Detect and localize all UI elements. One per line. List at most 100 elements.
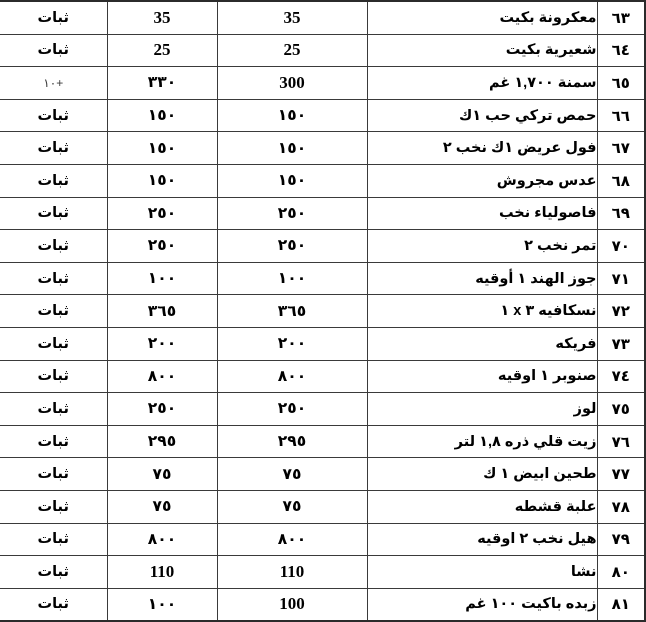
status-note-cell: ثبات [0,33,108,68]
status-note-cell: ثبات [0,196,108,231]
previous-price-cell: ٣٦٥ [106,294,218,328]
row-index-cell: ٦٥ [596,66,646,100]
item-name-cell: فريكه [366,326,598,361]
item-name-cell: نشا [366,555,598,589]
previous-price-value: ١٥٠ [147,139,177,157]
status-note-cell: ثبات [0,424,108,459]
previous-price-cell: ١٥٠ [106,98,218,133]
current-price-cell: 35 [216,0,368,35]
current-price-cell: ٨٠٠ [216,359,368,394]
item-name-cell: شعيرية بكيت [366,33,598,68]
table-row: ٧٣ فريكه ٢٠٠ ٢٠٠ ثبات [0,326,646,361]
previous-price-cell: ٢٥٠ [106,196,218,231]
table-row: ٧٩ هيل نخب ٢ اوقيه ٨٠٠ ٨٠٠ ثبات [0,522,646,557]
current-price-cell: 100 [216,587,368,622]
current-price-cell: ٢٠٠ [216,326,368,361]
table-row: ٨١ زبده باكيت ١٠٠ غم 100 ١٠٠ ثبات [0,587,646,622]
previous-price-cell: ٢٥٠ [106,392,218,426]
current-price-cell: ١٥٠ [216,131,368,165]
previous-price-cell: ٢٩٥ [106,424,218,459]
previous-price-cell: ٣٣٠ [106,66,218,100]
status-note-cell: ثبات [0,0,108,35]
table-row: ٧٠ تمر نخب ٢ ٢٥٠ ٢٥٠ ثبات [0,229,646,263]
table-row: ٧٨ علبة قشطه ٧٥ ٧٥ ثبات [0,489,646,524]
previous-price-value: ١٥٠ [147,172,177,190]
previous-price-cell: ٧٥ [106,457,218,491]
row-index-cell: ٧٠ [596,229,646,263]
previous-price-value: ٨٠٠ [147,367,177,385]
current-price-cell: ٢٥٠ [216,196,368,231]
previous-price-value: 35 [153,7,171,27]
status-note-cell: ثبات [0,522,108,557]
current-price-value: 25 [283,40,301,60]
table-row: ٦٤ شعيرية بكيت 25 25 ثبات [0,33,646,68]
current-price-cell: ٢٥٠ [216,229,368,263]
current-price-cell: ٣٦٥ [216,294,368,328]
current-price-cell: 25 [216,33,368,68]
item-name-cell: فول عريض ١ك نخب ٢ [366,131,598,165]
item-name-cell: سمنة ١,٧٠٠ غم [366,66,598,100]
price-change-note-cell: +١٠ [0,66,108,100]
table-row: ٨٠ نشا 110 110 ثبات [0,555,646,589]
table-row: ٦٩ فاصولياء نخب ٢٥٠ ٢٥٠ ثبات [0,196,646,231]
current-price-cell: ٧٥ [216,457,368,491]
status-note-cell: ثبات [0,294,108,328]
status-note-cell: ثبات [0,457,108,491]
current-price-cell: ٢٥٠ [216,392,368,426]
table-row: ٧٧ طحين ابيض ١ ك ٧٥ ٧٥ ثبات [0,457,646,491]
status-note-cell: ثبات [0,229,108,263]
current-price-value: ٢٠٠ [277,335,307,353]
status-note-cell: ثبات [0,163,108,198]
row-index-cell: ٧٨ [596,489,646,524]
item-name-cell: زبده باكيت ١٠٠ غم [366,587,598,622]
item-name-cell: حمص تركي حب ١ك [366,98,598,133]
current-price-value: 300 [279,72,305,92]
previous-price-cell: ١٠٠ [106,587,218,622]
previous-price-value: 25 [153,40,171,60]
previous-price-value: ٢٩٥ [147,433,177,451]
row-index-cell: ٦٨ [596,163,646,198]
current-price-value: ٢٩٥ [277,433,307,451]
current-price-value: ١٥٠ [277,107,307,125]
row-index-cell: ٧٧ [596,457,646,491]
row-index-cell: ٨١ [596,587,646,622]
current-price-value: ٨٠٠ [277,367,307,385]
table-row: ٦٨ عدس مجروش ١٥٠ ١٥٠ ثبات [0,163,646,198]
previous-price-cell: ٢٠٠ [106,326,218,361]
previous-price-cell: ٨٠٠ [106,359,218,394]
status-note-cell: ثبات [0,587,108,622]
previous-price-cell: 35 [106,0,218,35]
previous-price-value: ٣٦٥ [147,302,177,320]
current-price-cell: 110 [216,555,368,589]
current-price-value: ٢٥٠ [277,204,307,222]
current-price-cell: ٨٠٠ [216,522,368,557]
previous-price-cell: ١٥٠ [106,131,218,165]
row-index-cell: ٦٤ [596,33,646,68]
current-price-cell: ١٥٠ [216,163,368,198]
status-note-cell: ثبات [0,392,108,426]
item-name-cell: علبة قشطه [366,489,598,524]
row-index-cell: ٧٦ [596,424,646,459]
current-price-value: ١٥٠ [277,172,307,190]
item-name-cell: جوز الهند ١ أوقيه [366,261,598,296]
previous-price-value: ٣٣٠ [147,74,177,92]
item-name-cell: صنوبر ١ اوقيه [366,359,598,394]
previous-price-value: 110 [149,561,175,581]
row-index-cell: ٦٣ [596,0,646,35]
current-price-value: 100 [279,594,305,614]
row-index-cell: ٧٩ [596,522,646,557]
current-price-value: ١٥٠ [277,139,307,157]
previous-price-value: ٢٥٠ [147,204,177,222]
previous-price-value: ٧٥ [152,498,172,516]
previous-price-cell: ٧٥ [106,489,218,524]
current-price-value: ٨٠٠ [277,530,307,548]
current-price-cell: ١٥٠ [216,98,368,133]
row-index-cell: ٦٦ [596,98,646,133]
table-row: ٧٥ لوز ٢٥٠ ٢٥٠ ثبات [0,392,646,426]
row-index-cell: ٧١ [596,261,646,296]
previous-price-cell: ١٥٠ [106,163,218,198]
row-index-cell: ٧٤ [596,359,646,394]
